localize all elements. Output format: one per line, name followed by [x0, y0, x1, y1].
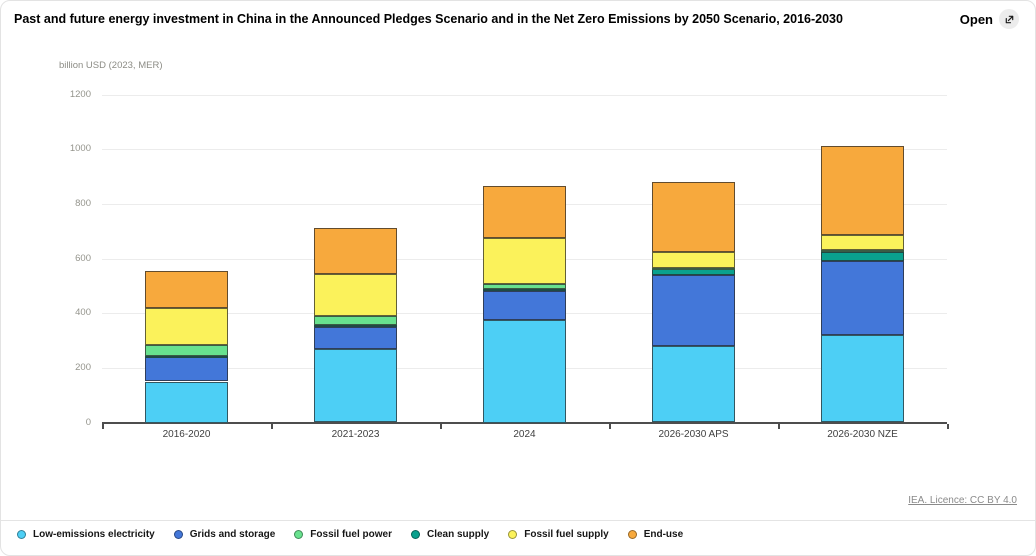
legend-swatch-icon	[410, 530, 420, 539]
y-axis-tick-label: 600	[75, 252, 91, 264]
x-axis-category-label: 2021-2023	[331, 429, 380, 440]
bar-segment[interactable]	[145, 307, 228, 345]
legend-swatch-icon	[627, 530, 637, 539]
bar-segment[interactable]	[314, 326, 397, 349]
bar-segment[interactable]	[652, 345, 735, 423]
chart-legend: Low-emissions electricity Grids and stora…	[17, 529, 683, 540]
legend-item[interactable]: Low-emissions electricity	[17, 529, 155, 540]
bar-segment[interactable]	[314, 228, 397, 274]
legend-item[interactable]: Grids and storage	[173, 529, 276, 540]
bar-segment[interactable]	[821, 335, 904, 423]
legend-label: Clean supply	[426, 529, 490, 540]
bar-segment[interactable]	[314, 348, 397, 423]
x-axis-tick	[947, 423, 949, 429]
bar-segment[interactable]	[821, 261, 904, 336]
x-axis-tick	[102, 423, 104, 429]
x-axis-category-label: 2016-2020	[162, 429, 211, 440]
legend-item[interactable]: Fossil fuel power	[294, 529, 392, 540]
bar-segment[interactable]	[483, 291, 566, 320]
open-button-label: Open	[959, 11, 993, 27]
legend-label: Grids and storage	[189, 529, 276, 540]
legend-swatch-icon	[294, 530, 304, 539]
bar-segment[interactable]	[821, 146, 904, 236]
bar-segment[interactable]	[821, 251, 904, 262]
legend-label: Fossil fuel power	[310, 529, 392, 540]
bar-segment[interactable]	[652, 268, 735, 271]
bar-segment[interactable]	[145, 355, 228, 358]
chart-area: 0 200 400 600 800 1000 1200 2016-2020 2021-2023 2…	[1, 1, 1035, 471]
legend-swatch-icon	[173, 530, 183, 539]
legend-item[interactable]: Clean supply	[410, 529, 490, 540]
x-axis-category-label: 2024	[513, 429, 536, 440]
external-link-icon	[999, 9, 1019, 29]
bar-segment[interactable]	[483, 284, 566, 289]
x-axis-tick	[778, 423, 780, 429]
y-axis-tick-label: 200	[75, 361, 91, 373]
legend-item[interactable]: Fossil fuel supply	[508, 529, 609, 540]
y-axis-tick-label: 1200	[69, 88, 91, 100]
x-axis-tick	[271, 423, 273, 429]
bar-segment[interactable]	[314, 325, 397, 328]
chart-title: Past and future energy investment in Chi…	[14, 12, 843, 26]
x-axis-category-label: 2026-2030 NZE	[827, 429, 898, 440]
y-axis-tick-label: 0	[85, 416, 91, 428]
bar-segment[interactable]	[483, 288, 566, 292]
bar-segment[interactable]	[652, 269, 735, 275]
legend-label: Fossil fuel supply	[524, 529, 609, 540]
y-axis-tick-label: 1000	[69, 143, 91, 155]
y-axis-tick-label: 800	[75, 197, 91, 209]
bar-segment[interactable]	[821, 235, 904, 251]
bar-segment[interactable]	[483, 238, 566, 285]
x-axis-line	[102, 421, 947, 424]
open-button[interactable]: Open	[960, 9, 1019, 29]
bar-segment[interactable]	[483, 186, 566, 238]
footer-divider	[1, 520, 1035, 521]
x-axis-tick	[440, 423, 442, 429]
bar-segment[interactable]	[145, 270, 228, 308]
gridline	[102, 149, 947, 151]
legend-swatch-icon	[508, 530, 518, 539]
x-axis-category-label: 2026-2030 APS	[658, 429, 729, 440]
bar-segment[interactable]	[314, 315, 397, 326]
bar-segment[interactable]	[145, 381, 228, 423]
legend-label: Low-emissions electricity	[33, 529, 155, 540]
bar-segment[interactable]	[145, 356, 228, 382]
bar-segment[interactable]	[145, 344, 228, 356]
gridline	[102, 94, 947, 96]
bar-segment[interactable]	[483, 320, 566, 423]
bar-segment[interactable]	[821, 250, 904, 253]
legend-swatch-icon	[17, 530, 26, 539]
x-axis-tick	[609, 423, 611, 429]
license-link[interactable]: IEA. Licence: CC BY 4.0	[908, 495, 1017, 506]
y-axis-tick-label: 400	[75, 307, 91, 319]
bar-segment[interactable]	[652, 274, 735, 346]
bar-segment[interactable]	[652, 181, 735, 252]
y-axis-unit-label: billion USD (2023, MER)	[59, 60, 163, 71]
bar-segment[interactable]	[314, 273, 397, 316]
legend-item[interactable]: End-use	[627, 529, 684, 540]
bar-segment[interactable]	[652, 251, 735, 269]
legend-label: End-use	[643, 529, 684, 540]
